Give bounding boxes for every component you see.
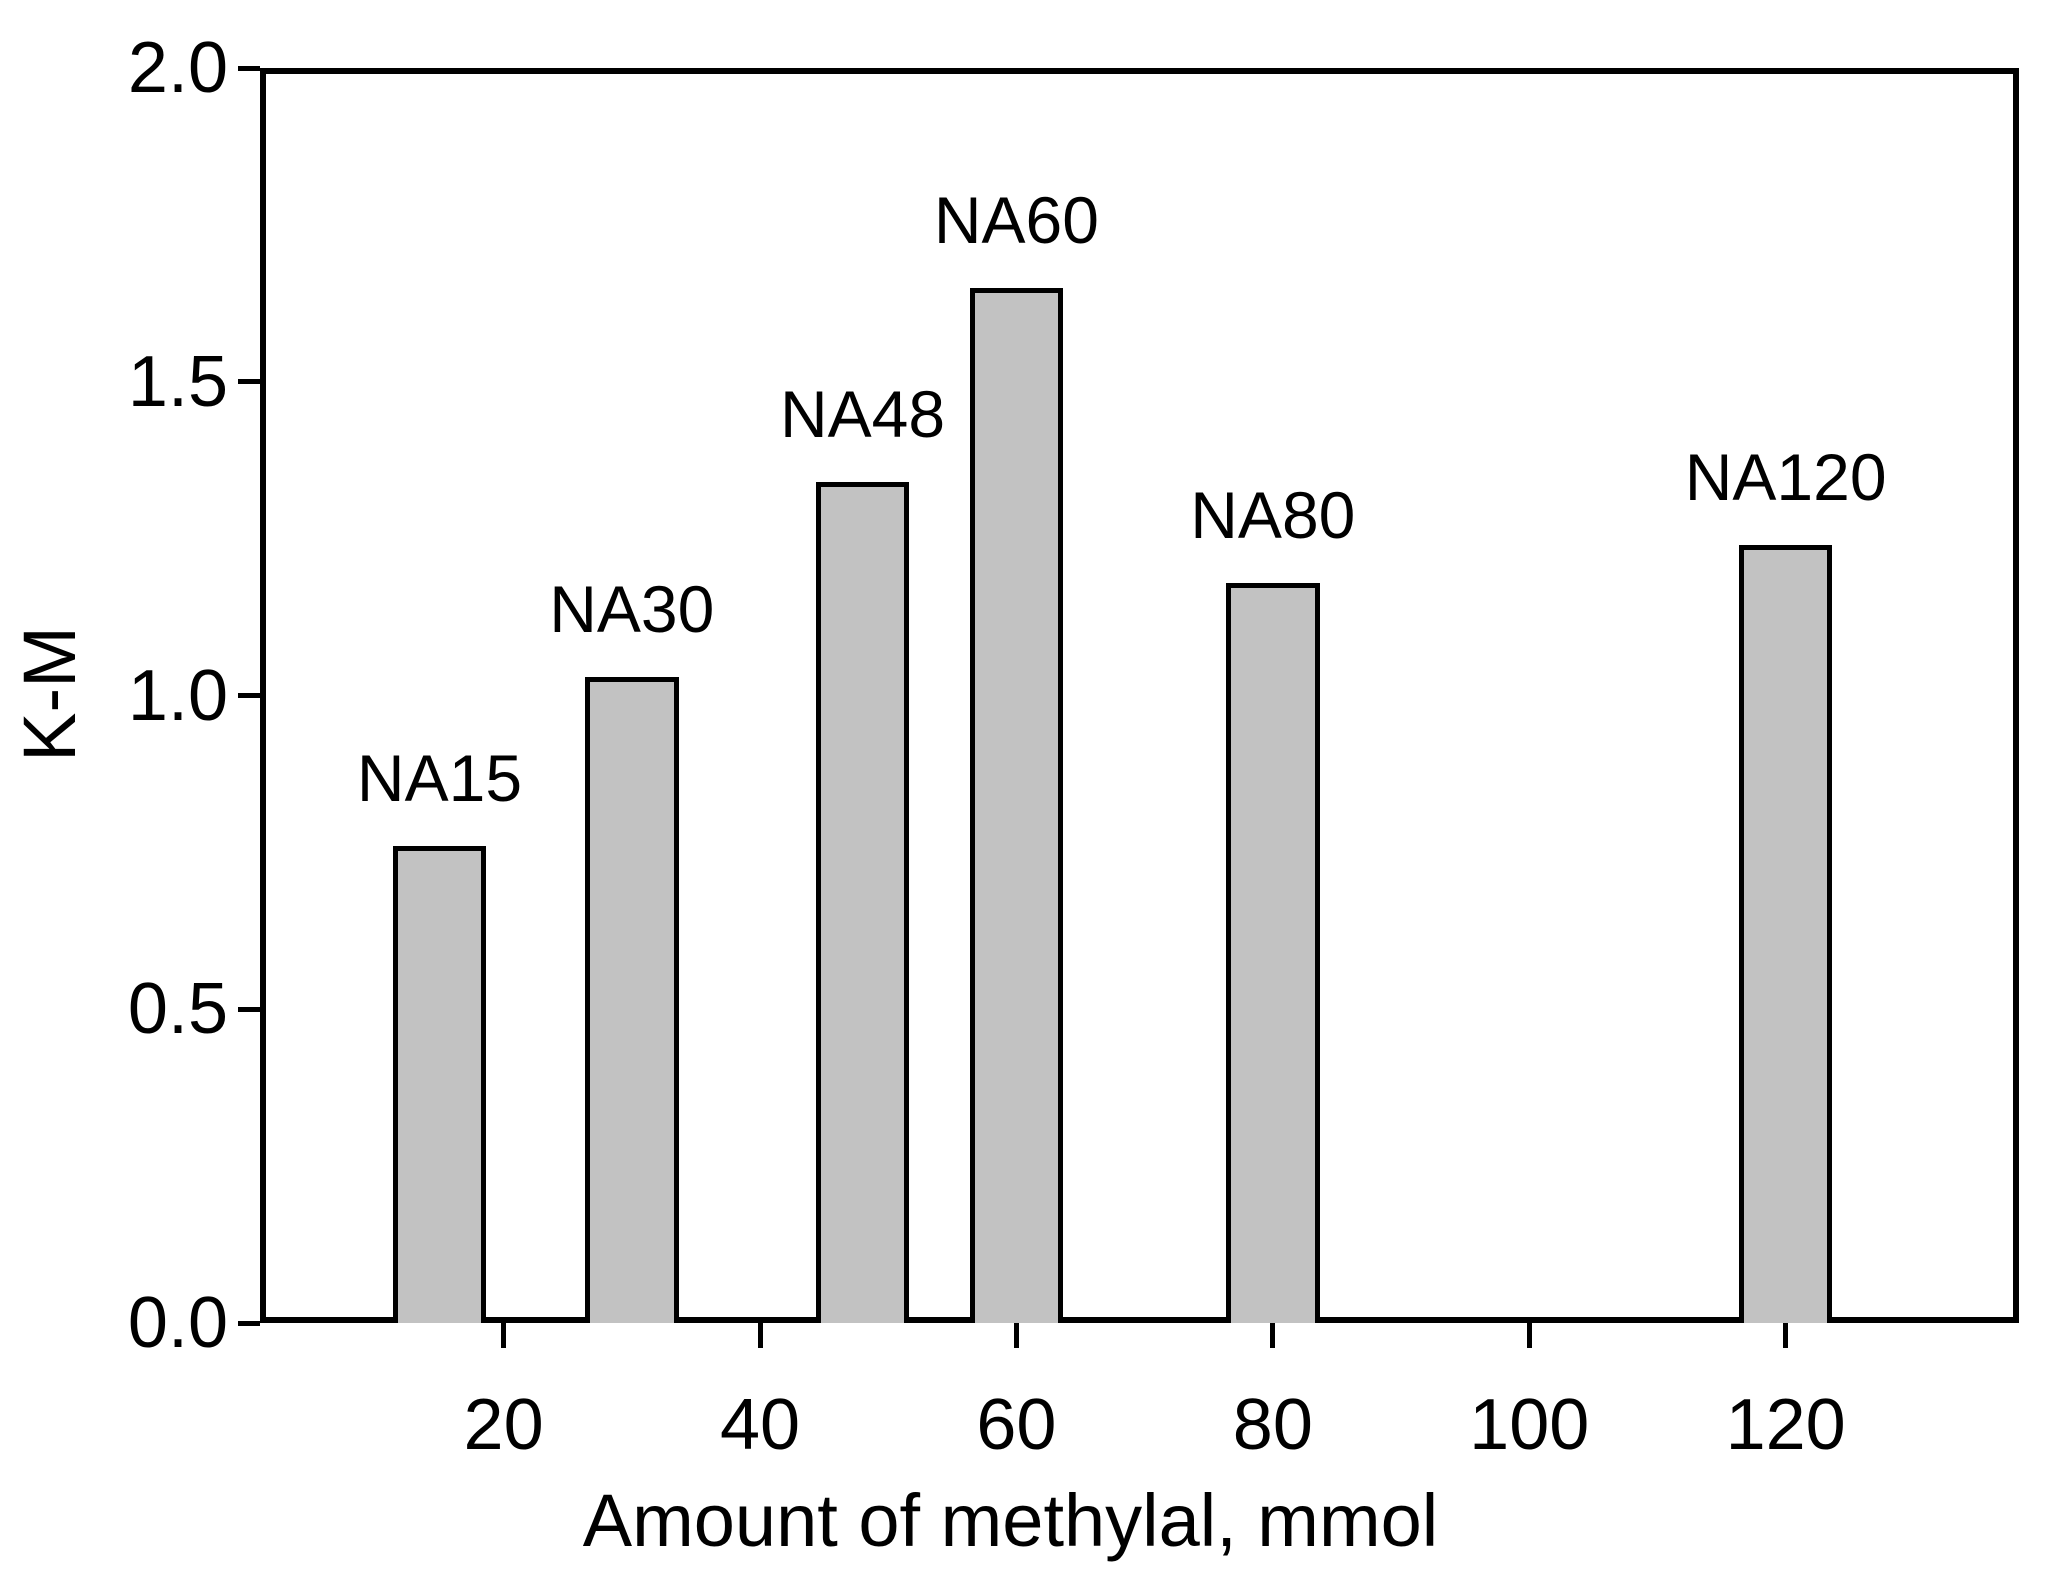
- bar-label-na120: NA120: [1684, 439, 1887, 514]
- x-tick-label: 80: [1232, 1385, 1313, 1465]
- x-tick: [501, 1323, 507, 1348]
- x-tick-label: 40: [719, 1385, 801, 1465]
- y-tick: [238, 693, 260, 698]
- y-tick-label: 0.0: [127, 1283, 228, 1363]
- x-tick-label: 120: [1725, 1385, 1846, 1465]
- x-tick: [1270, 1323, 1276, 1348]
- x-tick: [1013, 1323, 1019, 1348]
- bar-na30: [585, 676, 679, 1323]
- x-axis-title-row: Amount of methylal, mmol: [0, 1478, 2051, 1563]
- bar-na48: [815, 482, 910, 1323]
- x-tick-label: 20: [463, 1385, 544, 1465]
- y-tick: [238, 1320, 260, 1326]
- x-tick-label: 60: [976, 1385, 1057, 1465]
- bar-label-na30: NA30: [549, 571, 715, 646]
- x-tick: [1783, 1323, 1789, 1348]
- y-tick-label: 1.5: [127, 341, 228, 422]
- bar-label-na48: NA48: [780, 377, 946, 452]
- y-tick-label: 2.0: [127, 28, 228, 108]
- y-tick: [238, 1006, 260, 1012]
- x-axis-title: Amount of methylal, mmol: [582, 1479, 1439, 1562]
- x-tick: [1526, 1323, 1532, 1348]
- bar-label-na15: NA15: [356, 741, 523, 816]
- bar-na15: [392, 846, 487, 1323]
- x-tick: [757, 1323, 763, 1348]
- plot-area: [260, 68, 2019, 1323]
- bar-na120: [1738, 544, 1833, 1323]
- y-tick-label: 1.0: [127, 655, 228, 736]
- y-axis-title: K-M: [8, 626, 91, 762]
- bar-na60: [969, 287, 1064, 1323]
- bar-na80: [1226, 582, 1320, 1323]
- bar-label-na60: NA60: [933, 182, 1099, 257]
- y-tick: [238, 65, 260, 71]
- x-tick-label: 100: [1469, 1385, 1590, 1465]
- bar-label-na80: NA80: [1190, 477, 1356, 552]
- y-tick: [238, 379, 260, 385]
- y-tick-label: 0.5: [127, 969, 228, 1050]
